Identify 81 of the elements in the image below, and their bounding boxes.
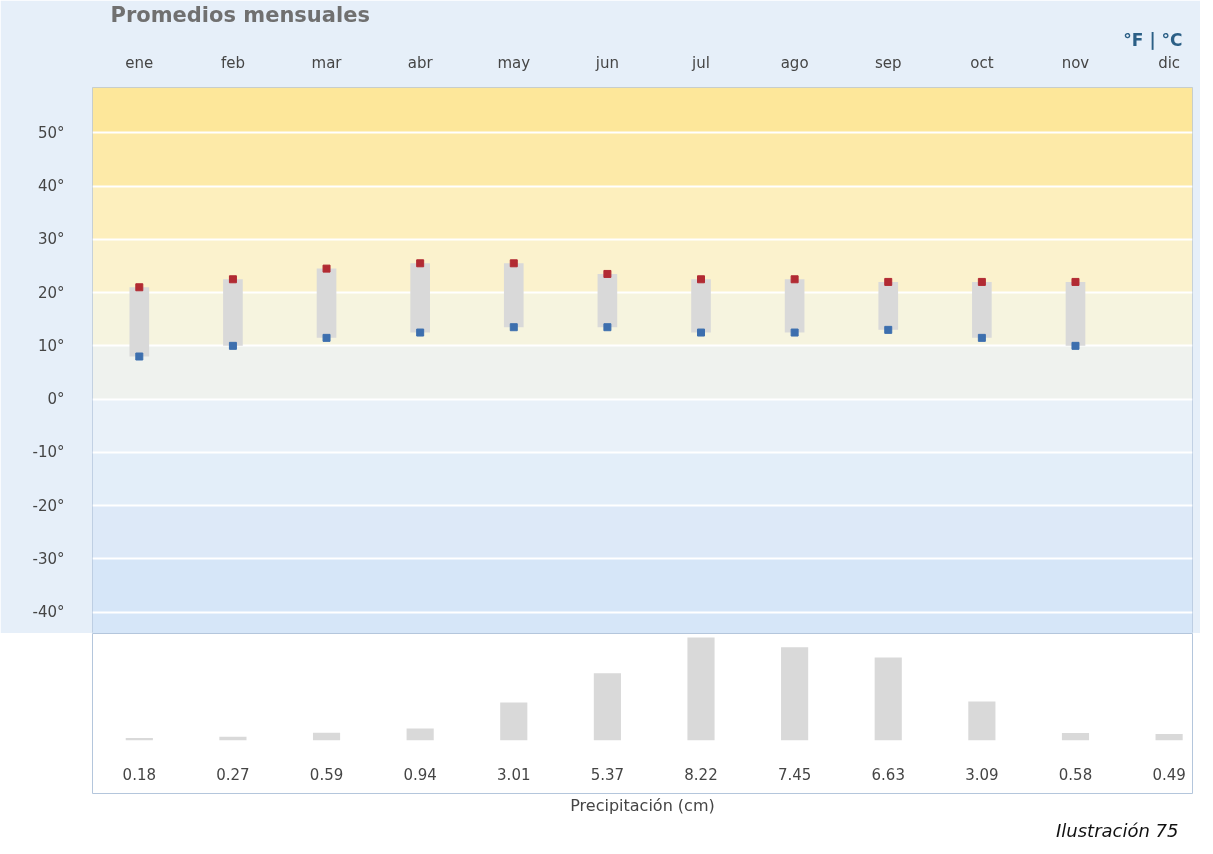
x-tick-label: jul xyxy=(691,53,710,72)
bar xyxy=(878,281,899,330)
point xyxy=(509,259,518,268)
bar xyxy=(874,657,902,741)
y-tick-label: 50° xyxy=(37,123,65,142)
point xyxy=(135,283,144,292)
x-tick-label: sep xyxy=(874,53,902,72)
bar xyxy=(593,673,621,741)
data-label: 0.58 xyxy=(1058,765,1093,784)
x-tick-label: feb xyxy=(220,53,245,72)
bar xyxy=(223,279,243,346)
bar xyxy=(312,732,341,741)
y-tick-label: 10° xyxy=(37,336,65,355)
y-tick-label: -40° xyxy=(32,603,65,622)
point xyxy=(977,333,986,342)
data-label: 6.63 xyxy=(871,765,905,784)
point xyxy=(884,325,893,334)
y-tick-label: 30° xyxy=(37,230,65,249)
x-axis-title: Precipitación (cm) xyxy=(570,795,715,815)
bar xyxy=(1065,281,1086,346)
bar xyxy=(219,736,247,741)
data-label: 0.59 xyxy=(309,765,344,784)
point xyxy=(228,275,237,284)
x-tick-label: nov xyxy=(1061,53,1090,72)
y-tick-label: -20° xyxy=(32,496,65,515)
x-tick-label: ago xyxy=(780,53,809,72)
data-label: 8.22 xyxy=(684,765,718,784)
text: °F | °C xyxy=(1123,29,1183,50)
x-tick-label: abr xyxy=(407,53,434,72)
point xyxy=(603,323,612,332)
point xyxy=(135,352,144,361)
data-label: 0.27 xyxy=(216,765,250,784)
x-tick-label: oct xyxy=(970,53,994,72)
bar xyxy=(1061,732,1090,741)
y-tick-label: -10° xyxy=(32,443,65,462)
data-label: 0.18 xyxy=(122,765,157,784)
point xyxy=(697,275,706,284)
bar xyxy=(1155,734,1183,741)
point xyxy=(416,259,425,268)
data-label: 3.09 xyxy=(965,765,999,784)
point xyxy=(603,269,612,278)
x-tick-label: jun xyxy=(594,53,619,72)
bar xyxy=(781,647,809,741)
point xyxy=(884,277,893,286)
data-label: 3.01 xyxy=(497,765,531,784)
data-label: 5.37 xyxy=(590,765,625,784)
text: Ilustración 75 xyxy=(1055,819,1179,841)
point xyxy=(416,328,425,337)
point xyxy=(322,333,331,342)
y-tick-label: -30° xyxy=(32,549,65,568)
data-label: 0.49 xyxy=(1152,765,1186,784)
y-tick-label: 20° xyxy=(37,283,65,302)
point xyxy=(1071,277,1080,286)
bar xyxy=(503,263,524,328)
data-label: 0.94 xyxy=(403,765,437,784)
bar xyxy=(500,702,528,741)
x-tick-label: mar xyxy=(311,53,343,72)
bar xyxy=(968,701,996,741)
bar xyxy=(784,279,805,333)
data-label: 7.45 xyxy=(777,765,812,784)
bar xyxy=(972,281,992,338)
point xyxy=(790,275,799,284)
x-tick-label: ene xyxy=(125,53,154,72)
point xyxy=(977,277,986,286)
point xyxy=(697,328,706,337)
y-tick-label: 0° xyxy=(47,390,65,409)
bar xyxy=(129,287,150,357)
bar xyxy=(406,728,434,741)
point xyxy=(322,264,331,273)
bar xyxy=(410,263,430,333)
x-tick-label: dic xyxy=(1158,53,1181,72)
point xyxy=(1071,341,1080,350)
y-tick-label: 40° xyxy=(37,177,65,196)
chart-title: Promedios mensuales xyxy=(110,2,370,27)
point xyxy=(509,323,518,332)
bar xyxy=(316,268,337,338)
x-tick-label: may xyxy=(497,53,531,72)
bar xyxy=(687,637,715,741)
bar xyxy=(691,279,711,333)
point xyxy=(790,328,799,337)
point xyxy=(228,341,237,350)
